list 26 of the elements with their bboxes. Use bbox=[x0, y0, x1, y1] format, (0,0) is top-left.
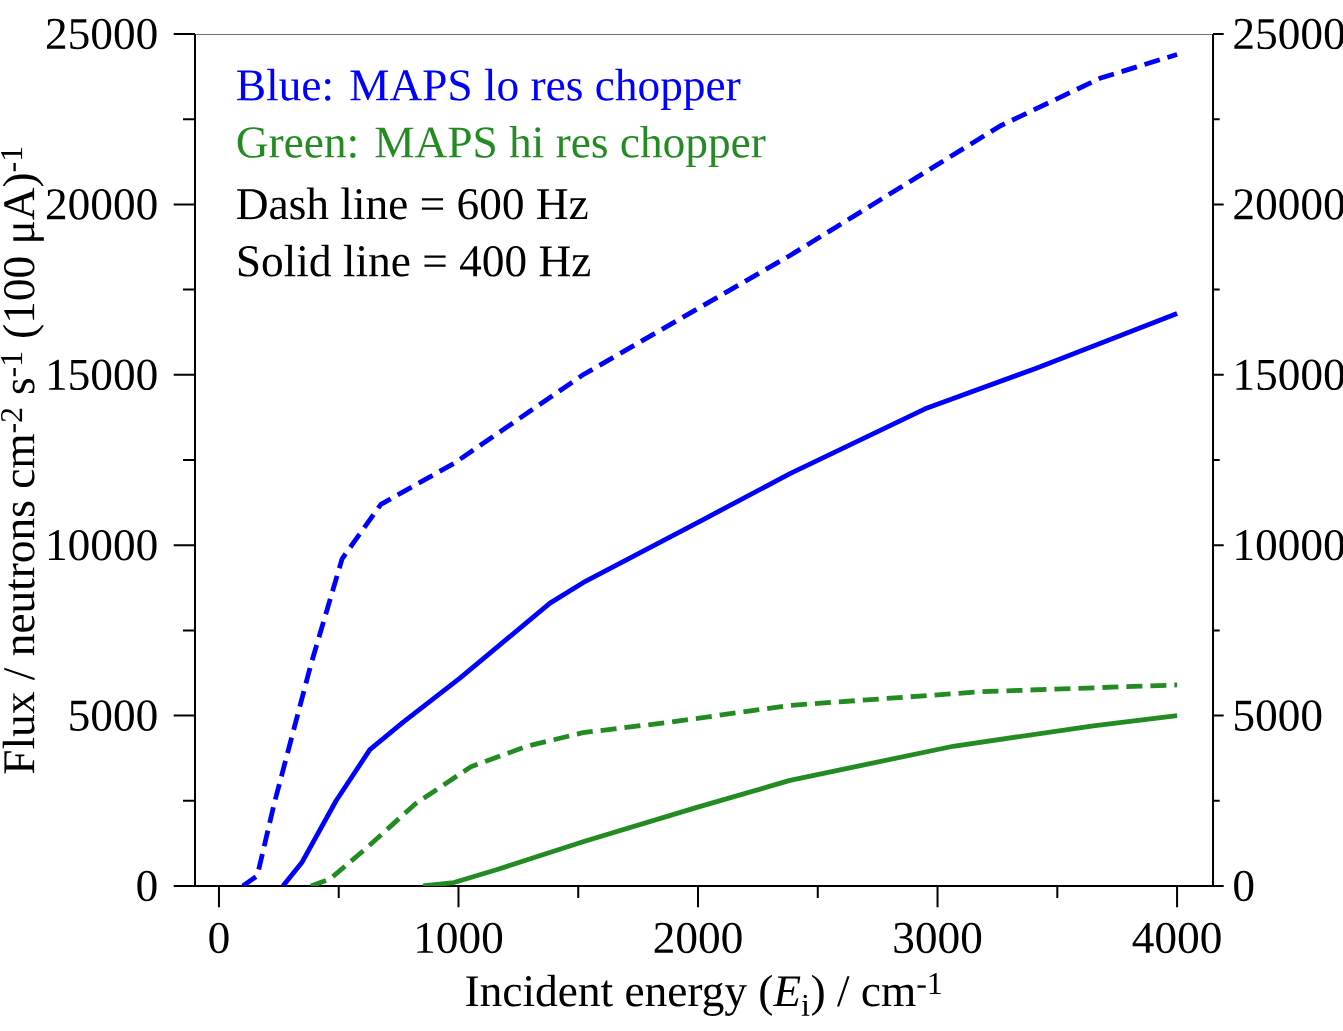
y2-tick-label: 20000 bbox=[1234, 189, 1343, 220]
y2-tick-label: 5000 bbox=[1235, 700, 1322, 731]
y2-tick-label: 10000 bbox=[1236, 529, 1343, 561]
annotation: Blue: MAPS lo res chopper bbox=[237, 68, 741, 110]
x-tick-label: 3000 bbox=[894, 922, 982, 954]
line-series bbox=[308, 682, 1180, 886]
y2-tick-label: 15000 bbox=[1236, 359, 1343, 391]
x-tick-label: 4000 bbox=[1132, 922, 1221, 954]
y-tick-label: 15000 bbox=[48, 359, 157, 391]
annotation: Dash line = 600 Hz bbox=[237, 187, 588, 220]
y-tick-label: 25000 bbox=[46, 18, 157, 50]
x-tick-label: 2000 bbox=[654, 922, 742, 954]
line-series bbox=[420, 713, 1180, 886]
x-tick-label: 0 bbox=[209, 922, 229, 954]
annotation: Green: MAPS hi res chopper bbox=[237, 125, 766, 168]
y-tick-label: 5000 bbox=[70, 700, 157, 731]
x-tick-label: 1000 bbox=[417, 922, 503, 954]
y-tick-label: 0 bbox=[137, 870, 157, 902]
annotation: Solid line = 400 Hz bbox=[238, 244, 591, 277]
y-tick-label: 20000 bbox=[46, 189, 157, 220]
y2-tick-label: 0 bbox=[1234, 870, 1254, 902]
y-axis-title: Flux / neutrons cm$^{-2}$ s$^{-1}$ (100 μA)$^{-1}$ bbox=[1, 147, 44, 774]
x-axis-title: Incident energy (E$_{i}$) / cm$^{-1}$ bbox=[466, 973, 941, 1016]
y-tick-label: 10000 bbox=[48, 529, 157, 561]
line-series bbox=[280, 311, 1180, 886]
y2-tick-label: 25000 bbox=[1234, 18, 1343, 50]
